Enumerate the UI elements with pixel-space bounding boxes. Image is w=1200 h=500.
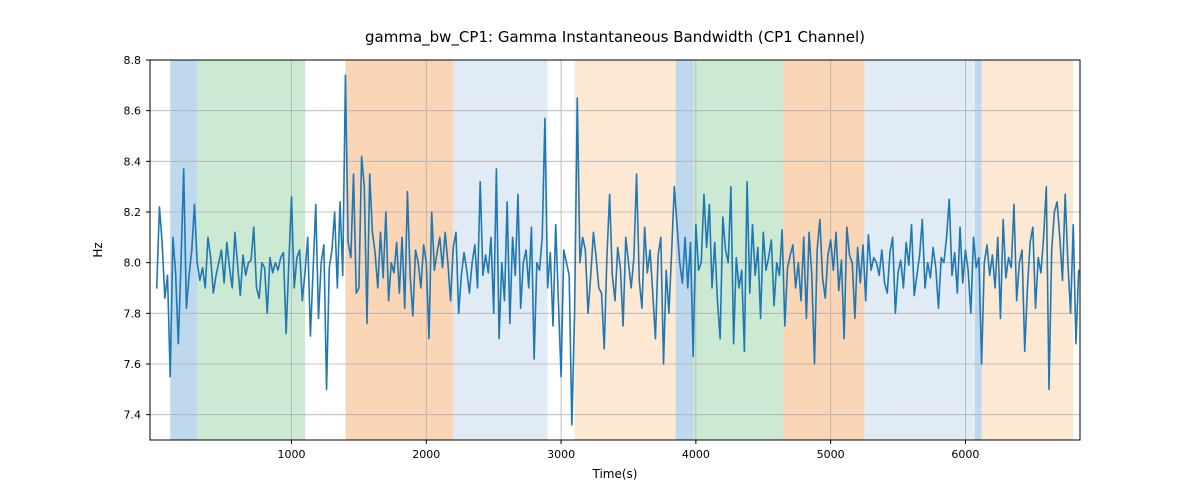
x-tick-label: 4000 (682, 448, 710, 461)
y-tick-label: 8.4 (124, 155, 142, 168)
y-tick-label: 8.2 (124, 206, 142, 219)
band (453, 60, 547, 440)
band (982, 60, 1074, 440)
y-tick-label: 7.6 (124, 358, 142, 371)
x-axis-label: Time(s) (592, 467, 638, 481)
x-tick-label: 3000 (547, 448, 575, 461)
y-tick-label: 7.8 (124, 307, 142, 320)
y-tick-label: 8.0 (124, 257, 142, 270)
x-tick-label: 6000 (951, 448, 979, 461)
band (975, 60, 982, 440)
chart-container: 1000 2000 3000 4000 5000 6000 7.4 7.6 7.8 8.0 8.2 8… (0, 0, 1200, 500)
chart-title: gamma_bw_CP1: Gamma Instantaneous Bandwi… (365, 28, 865, 47)
y-tick-label: 7.4 (124, 409, 142, 422)
y-tick-label: 8.6 (124, 105, 142, 118)
y-tick-label: 8.8 (124, 54, 142, 67)
band (783, 60, 864, 440)
x-tick-label: 5000 (817, 448, 845, 461)
x-tick-label: 2000 (412, 448, 440, 461)
y-axis-label: Hz (91, 242, 105, 257)
x-tick-label: 1000 (278, 448, 306, 461)
